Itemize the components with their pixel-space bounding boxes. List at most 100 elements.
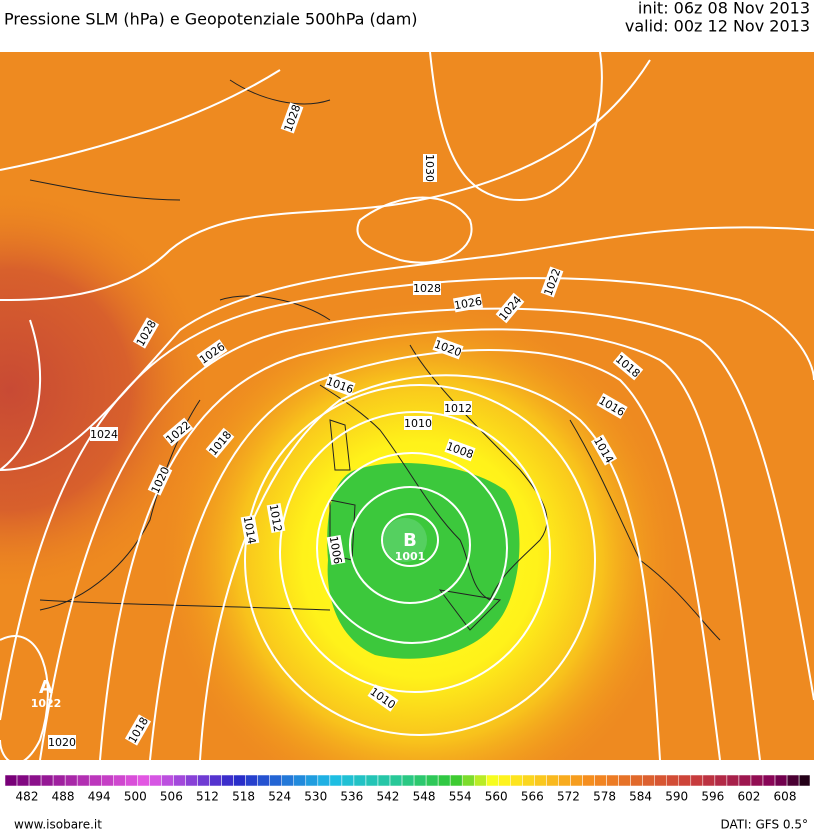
colorbar-swatch	[401, 774, 415, 787]
colorbar-swatch	[582, 774, 595, 787]
isobar-label: 1012	[444, 401, 472, 415]
colorbar-swatch	[377, 774, 391, 787]
colorbar-swatch	[173, 774, 186, 787]
colorbar-swatch	[161, 774, 174, 787]
trough-core	[327, 462, 520, 659]
colorbar-swatch	[137, 774, 150, 787]
colorbar-tick-label: 482	[16, 790, 39, 804]
colorbar-swatch	[76, 774, 90, 787]
colorbar-swatch	[461, 774, 475, 787]
isobar-label-box	[432, 336, 464, 360]
colorbar-swatch	[606, 774, 619, 787]
isobar-label-box	[444, 438, 476, 462]
isobar-label: 1026	[452, 293, 484, 313]
colorbar-swatch	[666, 774, 680, 787]
isobar-label-text: 1026	[453, 295, 483, 313]
colorbar-swatch	[281, 774, 295, 787]
isobar-label-text: 1012	[267, 503, 285, 533]
colorbar-swatch	[341, 774, 355, 787]
colorbar-swatch	[149, 774, 162, 787]
isobar-label-box	[147, 464, 173, 496]
colorbar: 482 488 494 500 506 512 518 524 530 536 542 548 554 5…	[4, 774, 811, 804]
colorbar-tick-label: 542	[376, 790, 399, 804]
colorbar-swatch	[365, 774, 379, 787]
isobar-label-box	[413, 281, 441, 295]
colorbar-swatch	[233, 774, 246, 787]
colorbar-swatch	[594, 774, 607, 787]
colorbar-tick-label: 530	[304, 790, 327, 804]
isobar-label: 1012	[266, 502, 286, 534]
colorbar-swatch	[425, 774, 439, 787]
colorbar-swatch	[738, 774, 752, 787]
colorbar-swatch	[209, 774, 222, 787]
isobar-label-box	[240, 514, 260, 546]
isobar-label-box	[266, 502, 286, 534]
isobar-label-box	[495, 292, 525, 324]
colorbar-tick-label: 518	[232, 790, 255, 804]
isobar-label: 1014	[240, 514, 260, 546]
colorbar-swatch	[774, 774, 788, 787]
colorbar-swatch	[558, 774, 571, 787]
isobar-label-box	[590, 434, 618, 466]
colorbar-tick-label: 536	[340, 790, 363, 804]
isobar-label-box	[132, 317, 160, 349]
center-letter: A	[39, 677, 53, 698]
colorbar-swatch	[317, 774, 331, 787]
colorbar-swatch	[329, 774, 343, 787]
colorbar-swatch	[113, 774, 126, 787]
colorbar-swatch	[762, 774, 776, 787]
isobar-label-text: 1028	[413, 282, 441, 295]
colorbar-tick-label: 548	[413, 790, 436, 804]
colorbar-swatch	[101, 774, 114, 787]
colorbar-swatch	[654, 774, 667, 787]
isobar-label-text: 1024	[90, 428, 118, 441]
colorbar-swatch	[642, 774, 655, 787]
colorbar-swatch	[618, 774, 631, 787]
isobar-label: 1010	[404, 416, 432, 430]
isobar-label-box	[324, 373, 356, 397]
colorbar-tick-label: 524	[268, 790, 291, 804]
colorbar-tick-label: 494	[88, 790, 111, 804]
colorbar-swatch	[413, 774, 427, 787]
isobar-label-box	[540, 266, 564, 298]
colorbar-tick-label: 578	[593, 790, 616, 804]
isobar-label-box	[367, 684, 399, 712]
isobar-label-text: 1006	[327, 535, 345, 565]
colorbar-swatch	[64, 774, 78, 787]
isobar-label-box	[162, 417, 194, 447]
colorbar-tick-label: 602	[737, 790, 760, 804]
isobar-label-box	[444, 401, 472, 415]
title: Pressione SLM (hPa) e Geopotenziale 500h…	[4, 10, 418, 29]
colorbar-swatch	[750, 774, 764, 787]
isobar-label-box	[326, 534, 346, 566]
colorbar-swatch	[4, 774, 18, 787]
isobars	[0, 52, 814, 760]
colorbar-swatch	[221, 774, 234, 787]
colorbar-swatch	[197, 774, 210, 787]
isobar-label-box	[280, 102, 304, 134]
colorbar-swatch	[293, 774, 307, 787]
colorbar-swatch	[714, 774, 728, 787]
colorbar-swatch	[305, 774, 319, 787]
trough-center	[383, 518, 427, 562]
isobar-label-box	[612, 351, 644, 381]
colorbar-tick-label: 560	[485, 790, 508, 804]
colorbar-swatch	[726, 774, 740, 787]
colorbar-swatch	[437, 774, 451, 787]
colorbar-swatch	[486, 774, 499, 787]
colorbar-swatch	[449, 774, 463, 787]
isobar-label-box	[205, 427, 235, 459]
colorbar-swatch	[389, 774, 403, 787]
colorbar-swatch	[28, 774, 42, 787]
isobar-label-text: 1012	[444, 402, 472, 415]
colorbar-swatch	[88, 774, 102, 787]
colorbar-tick-label: 596	[701, 790, 724, 804]
colorbar-tick-label: 554	[449, 790, 472, 804]
isobar-label-box	[48, 735, 76, 749]
colorbar-swatch	[678, 774, 692, 787]
colorbar-swatch	[690, 774, 704, 787]
colorbar-tick-label: 488	[52, 790, 75, 804]
colorbar-swatch	[40, 774, 54, 787]
colorbar-swatch	[473, 774, 487, 787]
